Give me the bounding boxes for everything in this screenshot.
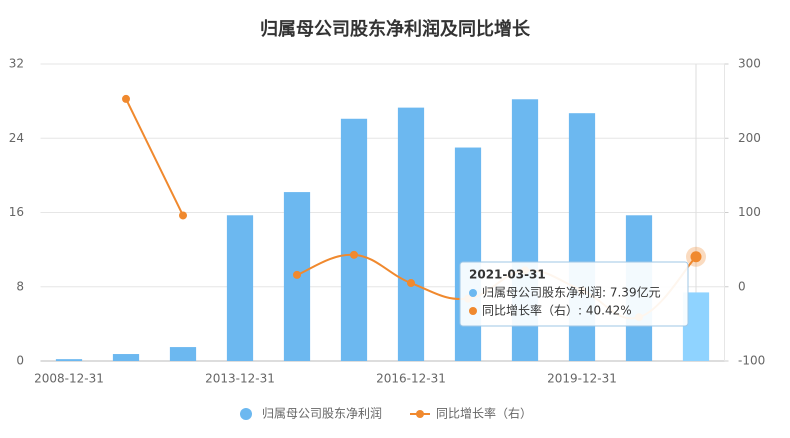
- y2-tick-label: -100: [738, 354, 765, 368]
- point: [293, 270, 301, 279]
- y-tick-label: 8: [16, 279, 24, 293]
- y-tick-label: 32: [9, 57, 24, 71]
- y-tick-label: 24: [9, 131, 24, 145]
- x-tick-label: 2013-12-31: [205, 372, 275, 386]
- bar: [226, 215, 254, 361]
- point: [690, 251, 702, 263]
- y-tick-label: 0: [16, 354, 24, 368]
- bar: [397, 107, 425, 361]
- x-tick-label: 2019-12-31: [547, 372, 617, 386]
- bar: [340, 118, 368, 362]
- bar: [169, 347, 197, 361]
- tooltip-box: [459, 261, 689, 327]
- point: [122, 94, 130, 103]
- tooltip-dot: [469, 289, 477, 297]
- y2-tick-label: 0: [738, 279, 746, 293]
- legend-marker: [416, 410, 424, 418]
- y2-tick-label: 200: [738, 131, 761, 145]
- bar: [55, 359, 83, 361]
- y2-tick-label: 100: [738, 205, 761, 219]
- point: [179, 211, 187, 220]
- tooltip-line: 同比增长率（右）: 40.42%: [482, 303, 632, 318]
- y2-tick-label: 300: [738, 57, 761, 71]
- point: [407, 279, 415, 288]
- tooltip-title: 2021-03-31: [469, 268, 546, 282]
- tooltip-dot: [469, 307, 477, 315]
- legend-label: 同比增长率（右）: [436, 406, 532, 421]
- line: [125, 98, 184, 216]
- x-tick-label: 2008-12-31: [34, 372, 104, 386]
- x-tick-label: 2016-12-31: [376, 372, 446, 386]
- legend-marker: [240, 408, 252, 420]
- chart-title: 归属母公司股东净利润及同比增长: [260, 18, 531, 40]
- y-tick-label: 16: [9, 205, 24, 219]
- legend-label: 归属母公司股东净利润: [262, 407, 382, 421]
- point: [350, 250, 358, 259]
- tooltip-line: 归属母公司股东净利润: 7.39亿元: [482, 285, 661, 300]
- bar: [454, 147, 482, 361]
- bar: [112, 354, 140, 361]
